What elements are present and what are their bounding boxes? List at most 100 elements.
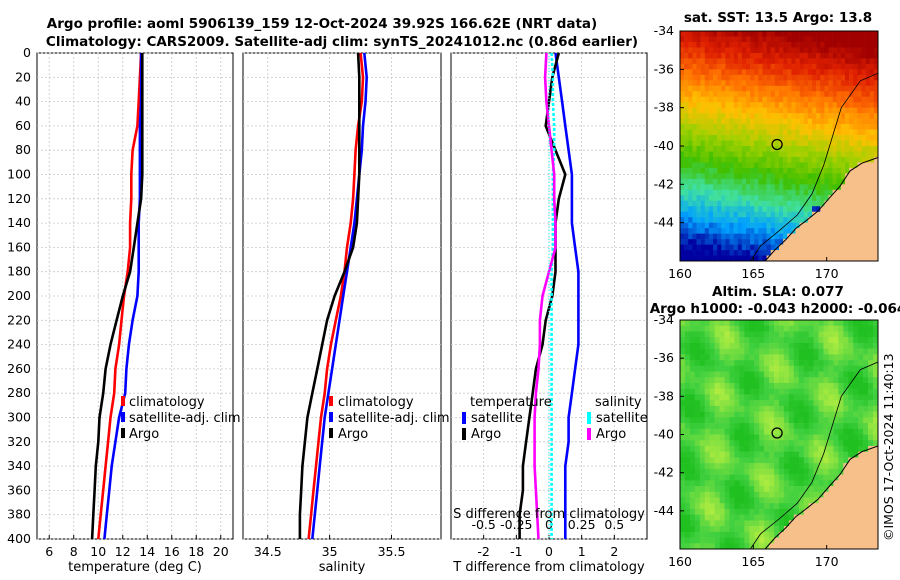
map-cell [828, 451, 834, 458]
map-cell [721, 102, 726, 108]
map-cell [684, 463, 691, 470]
map-cell [774, 497, 780, 504]
map-cell [783, 434, 790, 441]
map-cell [758, 206, 763, 213]
map-cell [793, 474, 800, 481]
map-cell [853, 140, 858, 147]
map-cell [729, 371, 735, 378]
map-cell [857, 244, 862, 251]
map-cell [700, 63, 706, 70]
map-cell [762, 167, 767, 174]
map-cell [689, 440, 696, 447]
map-cell [791, 162, 796, 169]
map-cell [713, 96, 718, 103]
map-cell [849, 85, 854, 92]
map-cell [680, 503, 686, 510]
map-cell [843, 537, 849, 544]
map-cell [779, 457, 785, 464]
map-cell [739, 388, 745, 395]
map-cell [754, 178, 759, 185]
map-cell [770, 189, 776, 196]
map-cell [774, 85, 780, 92]
map-cell [680, 118, 685, 125]
map-cell [689, 325, 696, 332]
map-cell [734, 337, 740, 344]
map-cell [688, 135, 693, 141]
map-cell [708, 102, 714, 108]
map-cell [848, 394, 854, 401]
map-cell [868, 537, 874, 544]
map-cell [828, 58, 833, 65]
map-cell [799, 80, 805, 87]
map-cell [843, 337, 849, 344]
map-cell [739, 331, 745, 338]
map-cell [783, 543, 790, 550]
map-cell [734, 503, 740, 510]
map-cell [861, 91, 866, 98]
map-cell [798, 325, 805, 332]
map-cell [813, 371, 819, 378]
series-line-argo [90, 53, 144, 540]
map-cell [704, 463, 710, 470]
map-cell [812, 91, 817, 98]
map-cell [807, 167, 813, 174]
map-cell [689, 457, 696, 464]
map-cell [750, 41, 755, 48]
map-cell [774, 468, 780, 475]
map-cell [853, 233, 858, 240]
map-cell [696, 167, 701, 174]
map-cell [769, 411, 775, 418]
map-cell [699, 520, 706, 527]
map-cell [849, 173, 854, 180]
map-cell [838, 337, 844, 344]
map-cell [759, 486, 765, 493]
lon-tick-label: 160 [668, 554, 692, 569]
map-cell [737, 239, 743, 245]
map-cell [858, 531, 864, 538]
map-cell [818, 514, 824, 521]
map-cell [724, 451, 730, 458]
map-cell [769, 468, 775, 475]
map-cell [873, 63, 879, 70]
map-cell [764, 451, 770, 458]
map-cell [713, 52, 718, 59]
map-cell [799, 91, 805, 98]
map-cell [749, 371, 755, 378]
map-cell [694, 486, 701, 493]
map-cell [754, 365, 760, 372]
map-cell [803, 440, 809, 447]
map-cell [692, 102, 697, 108]
map-cell [769, 360, 775, 367]
map-cell [824, 135, 829, 141]
map-cell [721, 113, 726, 119]
map-cell [680, 69, 685, 76]
map-cell [832, 255, 838, 262]
map-cell [692, 47, 697, 54]
map-cell [838, 382, 844, 389]
map-cell [680, 129, 685, 136]
map-cell [744, 400, 750, 407]
map-cell [857, 41, 862, 48]
map-cell [774, 503, 780, 510]
map-cell [803, 195, 809, 202]
map-cell [694, 348, 701, 355]
map-cell [766, 36, 772, 43]
map-cell [816, 206, 821, 213]
map-cell [754, 325, 760, 332]
map-cell [793, 337, 800, 344]
map-cell [795, 129, 800, 136]
map-cell [714, 428, 720, 435]
map-cell [868, 388, 874, 395]
map-cell [818, 520, 824, 527]
map-cell [828, 151, 833, 158]
map-cell [813, 434, 819, 441]
map-cell [798, 400, 805, 407]
map-cell [729, 58, 734, 65]
map-cell [873, 382, 879, 389]
map-cell [812, 31, 817, 37]
map-cell [816, 135, 821, 141]
map-cell [739, 480, 745, 487]
map-cell [739, 440, 745, 447]
map-cell [713, 206, 718, 213]
map-cell [699, 377, 706, 384]
